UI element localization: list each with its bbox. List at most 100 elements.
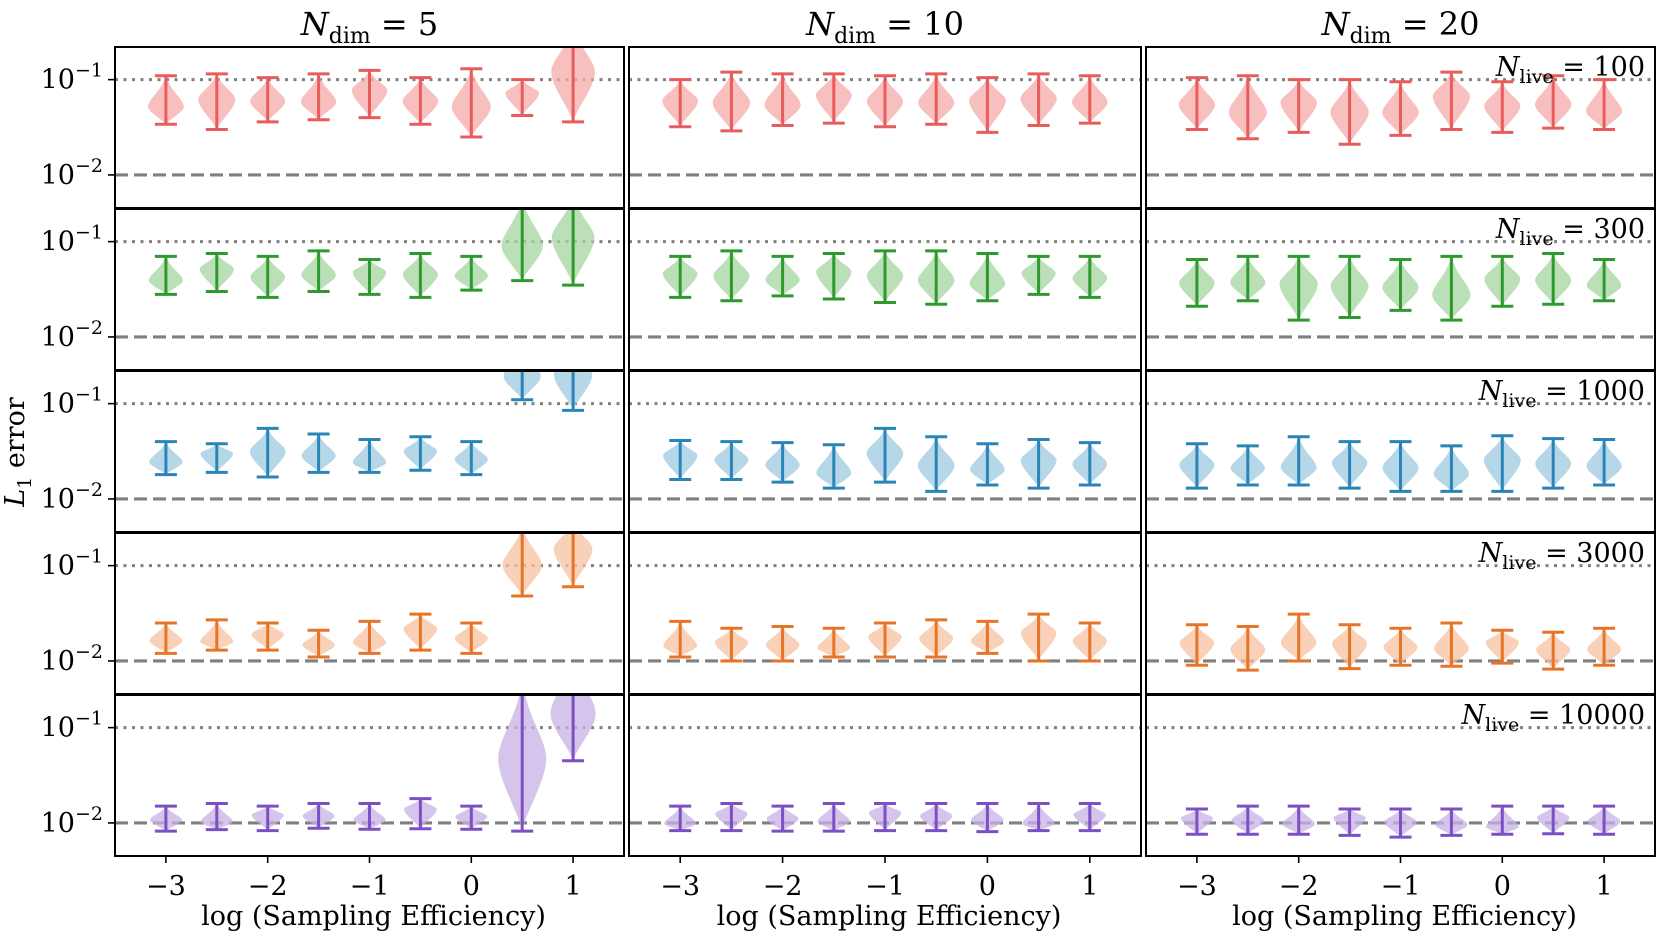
- panel-content-r2-c0: [115, 371, 624, 501]
- panel-content-r1-c1: [629, 240, 1141, 339]
- x-tick-label: −3: [146, 871, 186, 902]
- panel-r4-c1: −3 −2 −1 0 1 log (Sampling Efficiency): [628, 694, 1142, 932]
- panel-r2-c1: [628, 370, 1142, 533]
- row-annotation-var: N: [1478, 538, 1504, 569]
- panel-r2-c0: 10−210−1: [41, 370, 625, 533]
- panel-content-r4-c1: [629, 726, 1141, 834]
- y-tick-label: 10−1: [41, 60, 103, 96]
- x-tick-label: −1: [350, 871, 390, 902]
- row-annotation: Nlive = 100: [1495, 52, 1645, 88]
- y-tick-base: 10: [41, 484, 75, 515]
- y-axis-label: L1 error: [0, 397, 36, 508]
- y-tick-exponent: −1: [75, 546, 103, 568]
- y-tick-base: 10: [41, 808, 75, 839]
- panel-r2-c2: Nlive = 1000: [1145, 370, 1656, 533]
- x-tick-label: 0: [979, 871, 996, 902]
- row-annotation-sub: live: [1520, 66, 1554, 88]
- row-annotation-value: = 1000: [1536, 376, 1645, 407]
- x-tick-label: 1: [1596, 871, 1613, 902]
- panel-content-r4-c2: [1146, 726, 1655, 839]
- panel-content-r3-c2: [1146, 564, 1655, 672]
- x-tick-label: 0: [1494, 871, 1511, 902]
- panel-content-r0-c1: [629, 70, 1141, 177]
- row-annotation-value: = 100: [1554, 52, 1645, 83]
- y-tick-exponent: −2: [75, 803, 103, 825]
- row-annotation-sub: live: [1502, 552, 1536, 574]
- y-tick-base: 10: [41, 227, 75, 258]
- x-tick-label: −1: [865, 871, 905, 902]
- x-tick-label: −2: [248, 871, 288, 902]
- row-annotation-var: N: [1495, 52, 1521, 83]
- y-tick-label: 10−2: [41, 803, 103, 839]
- panel-content-r2-c2: [1146, 402, 1655, 501]
- y-tick-label: 10−1: [41, 708, 103, 744]
- panel-frame: [114, 532, 625, 695]
- panel-frame: [628, 532, 1142, 695]
- x-axis-label: log (Sampling Efficiency): [201, 901, 546, 932]
- y-tick-label: 10−1: [41, 546, 103, 582]
- panel-content-r0-c2: [1146, 70, 1655, 177]
- row-annotation-var: N: [1495, 214, 1521, 245]
- y-tick-exponent: −1: [75, 60, 103, 82]
- panel-r3-c0: 10−210−1: [41, 532, 625, 695]
- column-title-var: N: [300, 5, 330, 43]
- x-tick-label: −3: [1177, 871, 1217, 902]
- column-title-sub: dim: [329, 24, 371, 49]
- x-tick-label: −2: [763, 871, 803, 902]
- panel-content-r3-c1: [629, 564, 1141, 663]
- x-tick-label: −1: [1381, 871, 1421, 902]
- y-tick-label: 10−2: [41, 479, 103, 515]
- panel-content-r4-c0: [115, 695, 624, 833]
- panel-r3-c2: Nlive = 3000: [1145, 532, 1656, 695]
- panel-r0-c0: 10−210−1: [41, 46, 625, 209]
- row-annotation: Nlive = 1000: [1478, 376, 1645, 412]
- y-tick-base: 10: [41, 646, 75, 677]
- y-tick-exponent: −1: [75, 384, 103, 406]
- column-title-sub: dim: [834, 24, 876, 49]
- panel-r0-c2: Nlive = 100: [1145, 46, 1656, 209]
- x-tick-label: 1: [565, 871, 582, 902]
- panel-content-r2-c1: [629, 402, 1141, 501]
- y-tick-exponent: −1: [75, 222, 103, 244]
- row-annotation-value: = 300: [1554, 214, 1645, 245]
- column-title-value: = 5: [371, 5, 439, 43]
- panel-content-r1-c2: [1146, 240, 1655, 339]
- y-tick-exponent: −2: [75, 641, 103, 663]
- panel-r1-c2: Nlive = 300: [1145, 208, 1656, 371]
- y-tick-base: 10: [41, 551, 75, 582]
- row-annotation-sub: live: [1502, 390, 1536, 412]
- panel-r0-c1: [628, 46, 1142, 209]
- y-tick-label: 10−1: [41, 222, 103, 258]
- panel-content-r1-c0: [115, 209, 624, 339]
- panel-r1-c0: 10−210−1: [41, 208, 625, 371]
- column-title-var: N: [1321, 5, 1351, 43]
- row-annotation-var: N: [1461, 700, 1487, 731]
- y-axis-label-main: L: [0, 489, 31, 508]
- y-axis-label-sub: 1: [14, 477, 36, 489]
- y-tick-label: 10−2: [41, 641, 103, 677]
- y-tick-label: 10−1: [41, 384, 103, 420]
- panel-content-r0-c0: [115, 47, 624, 177]
- panel-frame: [114, 694, 625, 857]
- y-tick-base: 10: [41, 160, 75, 191]
- y-tick-base: 10: [41, 389, 75, 420]
- column-title-value: = 20: [1392, 5, 1480, 43]
- y-tick-exponent: −1: [75, 708, 103, 730]
- y-axis-label-rest: error: [0, 397, 31, 477]
- y-tick-base: 10: [41, 322, 75, 353]
- y-tick-base: 10: [41, 65, 75, 96]
- y-tick-exponent: −2: [75, 317, 103, 339]
- row-annotation-value: = 10000: [1519, 700, 1645, 731]
- y-tick-exponent: −2: [75, 155, 103, 177]
- panel-content-r3-c0: [115, 533, 624, 663]
- x-tick-label: −2: [1279, 871, 1319, 902]
- x-tick-label: 0: [463, 871, 480, 902]
- x-axis-label: log (Sampling Efficiency): [717, 901, 1062, 932]
- y-tick-base: 10: [41, 713, 75, 744]
- column-title-value: = 10: [876, 5, 964, 43]
- row-annotation-var: N: [1478, 376, 1504, 407]
- column-title-1: Ndim = 10: [805, 5, 964, 49]
- row-annotation-sub: live: [1485, 714, 1519, 736]
